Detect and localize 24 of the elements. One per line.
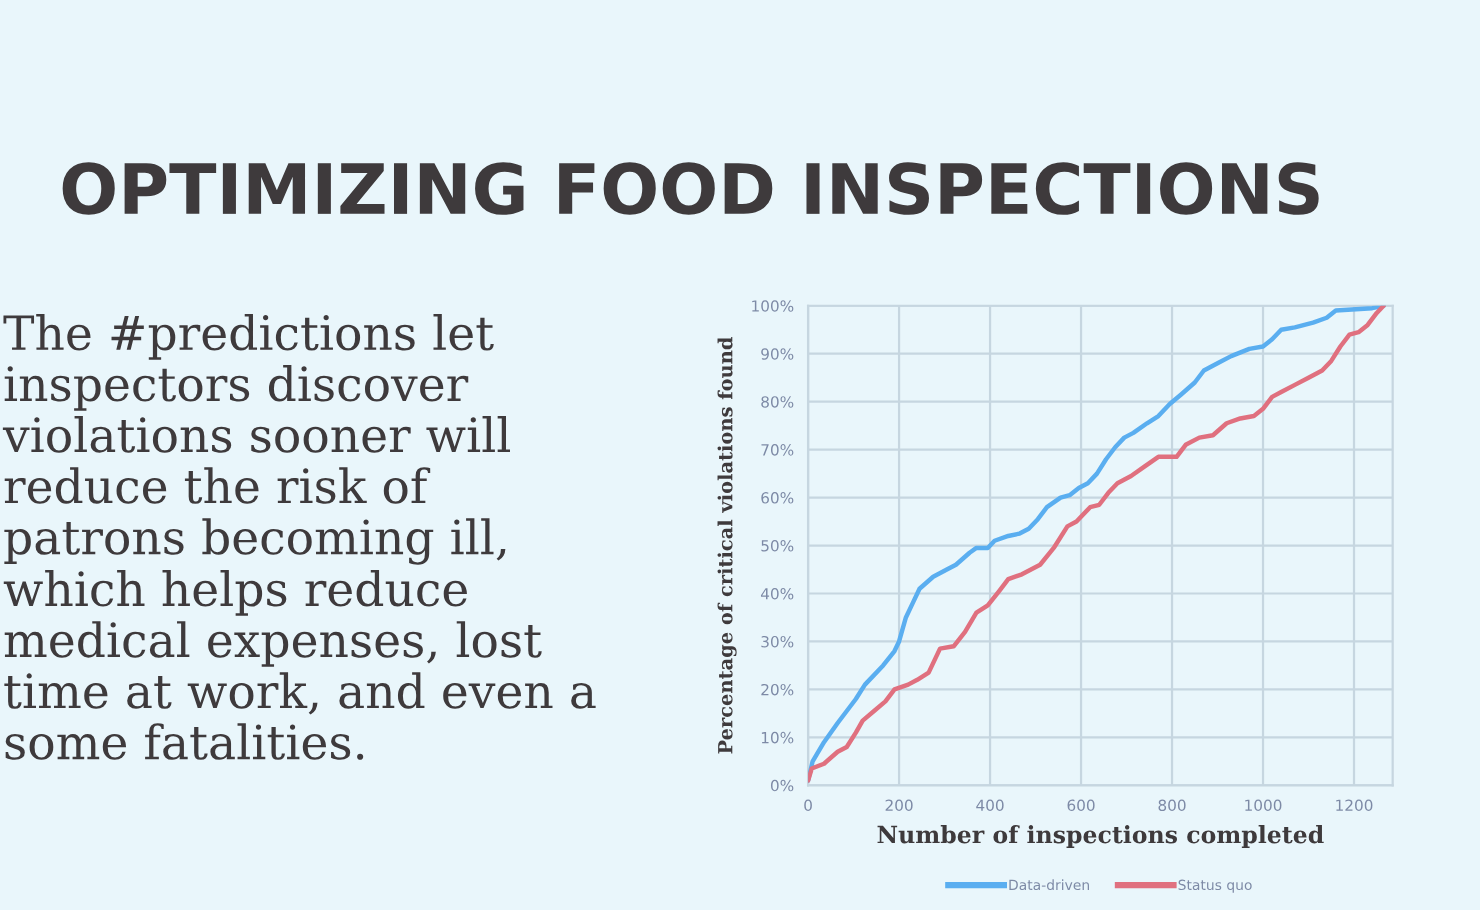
x-tick-label: 400 [976, 799, 1004, 812]
y-tick-label: 100% [752, 300, 794, 312]
x-tick-label: 800 [1158, 799, 1186, 812]
y-tick-label: 60% [761, 492, 794, 504]
y-tick-label: 30% [761, 635, 794, 648]
legend-label: Data-driven [1009, 879, 1089, 891]
x-tick-label: 0 [804, 799, 812, 812]
y-tick-label: 0% [770, 779, 794, 792]
y-tick-label: 10% [761, 731, 794, 744]
x-axis-title: Number of inspections completed [877, 825, 1324, 848]
y-tick-label: 80% [761, 396, 794, 408]
y-axis-title: Percentage of critical violations found [717, 337, 737, 754]
x-tick-label: 1000 [1245, 799, 1282, 812]
chart-title: OPTIMIZING FOOD INSPECTIONS [62, 162, 1319, 215]
y-tick-label: 90% [761, 348, 794, 360]
y-tick-label: 50% [761, 540, 794, 552]
y-tick-label: 70% [761, 444, 794, 456]
y-tick-label: 20% [761, 683, 794, 696]
legend-label: Status quo [1178, 879, 1252, 893]
x-tick-label: 200 [885, 799, 913, 812]
text: The #predictions let inspectors discover violations sooner will reduce the risk of patrons becoming ill, which helps reduce medical expenses, lost time at work, and even a some fatalities. [2, 313, 596, 760]
x-tick-label: 1200 [1336, 799, 1373, 812]
y-tick-label: 40% [760, 587, 794, 600]
x-tick-label: 600 [1067, 799, 1095, 812]
